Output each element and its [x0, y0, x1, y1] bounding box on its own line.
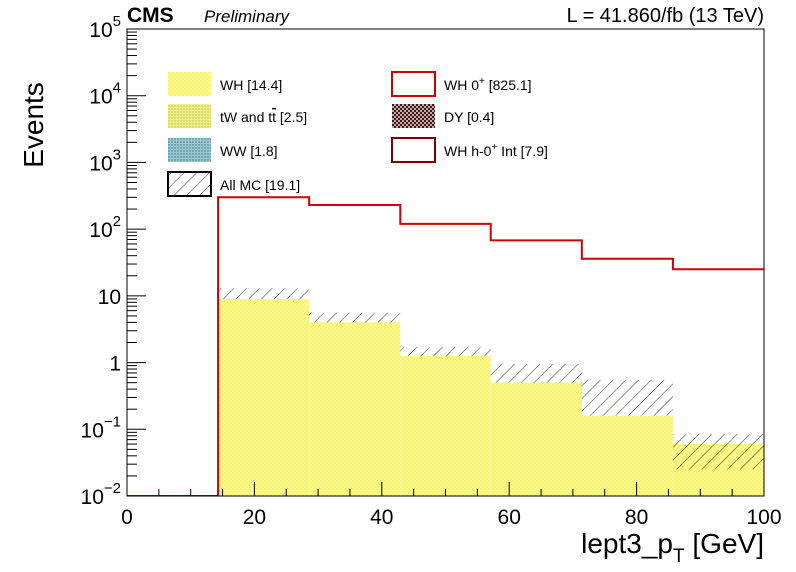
legend-label-text: DY [0.4] — [444, 109, 494, 125]
legend-swatch-tw — [168, 104, 211, 128]
legend-label-text: WW [1.8] — [220, 143, 278, 159]
x-tick-label: 0 — [121, 506, 133, 529]
status-label: Preliminary — [204, 7, 291, 26]
legend-label-antiquark: t — [272, 109, 276, 125]
x-axis-title-sub: T — [673, 546, 685, 567]
x-axis-title: lept3_pT [GeV] — [581, 528, 764, 567]
x-tick-label: 20 — [243, 506, 266, 529]
y-axis-title: Events — [18, 82, 49, 168]
unc-bin-2 — [309, 312, 401, 323]
y-tick-base: 10 — [81, 486, 104, 509]
x-axis-title-main: lept3_p — [581, 528, 673, 559]
legend-label: WH 0+ [825.1] — [444, 76, 532, 93]
x-tick-label: 40 — [370, 506, 393, 529]
unc-bin-4 — [490, 364, 582, 383]
y-tick-label: 10−1 — [81, 413, 121, 442]
bar-bin-5 — [581, 415, 673, 496]
x-tick-label: 100 — [746, 506, 781, 529]
legend-label: WH h-0+ Int [7.9] — [444, 142, 548, 159]
legend-label-tail: [825.1] — [485, 77, 532, 93]
unc-bin-6 — [672, 433, 764, 470]
legend-label-text: WH h-0 — [444, 143, 492, 159]
legend-swatch-wh — [168, 72, 211, 96]
legend-label-text: tW and t — [220, 109, 272, 125]
legend-label-text: All MC [19.1] — [220, 177, 300, 193]
y-tick-label: 10−2 — [81, 480, 121, 509]
y-tick-base: 10 — [89, 219, 112, 242]
legend-label: WH [14.4] — [220, 77, 282, 93]
y-tick-base: 10 — [98, 286, 121, 309]
y-tick-exponent: 3 — [113, 146, 121, 163]
y-tick-base: 10 — [89, 86, 112, 109]
x-tick-label: 80 — [625, 506, 648, 529]
y-tick-label: 105 — [89, 13, 121, 42]
y-tick-label: 104 — [89, 80, 121, 109]
y-tick-base: 10 — [81, 419, 104, 442]
y-tick-exponent: 4 — [113, 80, 121, 97]
unc-bin-1 — [218, 288, 310, 299]
unc-bin-5 — [581, 379, 673, 416]
legend-swatch-ww — [168, 138, 211, 162]
legend-swatch-int — [391, 137, 436, 163]
legend-label-text: WH 0 — [444, 77, 479, 93]
bar-bin-1 — [218, 298, 310, 496]
y-tick-label: 103 — [89, 146, 121, 175]
legend-label: tW and tt [2.5] — [220, 109, 307, 125]
histogram-bars — [218, 298, 764, 496]
y-tick-base: 10 — [89, 19, 112, 42]
y-tick-label: 102 — [89, 213, 121, 242]
unc-bin-3 — [400, 347, 491, 357]
legend-label-tail: [2.5] — [276, 109, 307, 125]
bar-bin-2 — [309, 322, 401, 496]
y-tick-exponent: −2 — [104, 480, 121, 497]
legend-label: DY [0.4] — [444, 109, 494, 125]
bar-bin-3 — [400, 356, 491, 496]
bar-bin-4 — [490, 382, 582, 496]
experiment-label: CMS — [127, 4, 174, 27]
y-tick-base: 10 — [89, 152, 112, 175]
legend-label: All MC [19.1] — [220, 177, 300, 193]
lumi-label: L = 41.860/fb (13 TeV) — [567, 5, 764, 27]
y-tick-exponent: −1 — [104, 413, 121, 430]
legend: WH [14.4] WH 0+ [825.1]tW and tt [2.5] DY … — [167, 71, 548, 197]
y-tick-label: 1 — [109, 353, 121, 376]
x-axis: 0 20 40 60 80 100 — [121, 482, 782, 529]
legend-label-tail: Int [7.9] — [497, 143, 548, 159]
legend-label-superscript: + — [479, 76, 485, 87]
legend-swatch-dy — [392, 104, 435, 128]
legend-label-superscript: + — [491, 142, 497, 153]
legend-label-text: WH [14.4] — [220, 77, 282, 93]
y-tick-exponent: 2 — [113, 213, 121, 230]
x-tick-label: 60 — [498, 506, 521, 529]
legend-swatch-signal — [391, 71, 436, 97]
y-tick-base: 1 — [109, 353, 121, 376]
signal-histogram — [127, 196, 764, 496]
legend-swatch-hatch — [167, 171, 212, 197]
y-tick-exponent: 5 — [113, 13, 121, 30]
legend-label: WW [1.8] — [220, 143, 278, 159]
y-tick-label: 10 — [98, 286, 121, 309]
signal-line — [127, 196, 764, 496]
x-axis-title-unit: [GeV] — [685, 528, 764, 559]
mc-uncertainty-band — [218, 288, 764, 470]
